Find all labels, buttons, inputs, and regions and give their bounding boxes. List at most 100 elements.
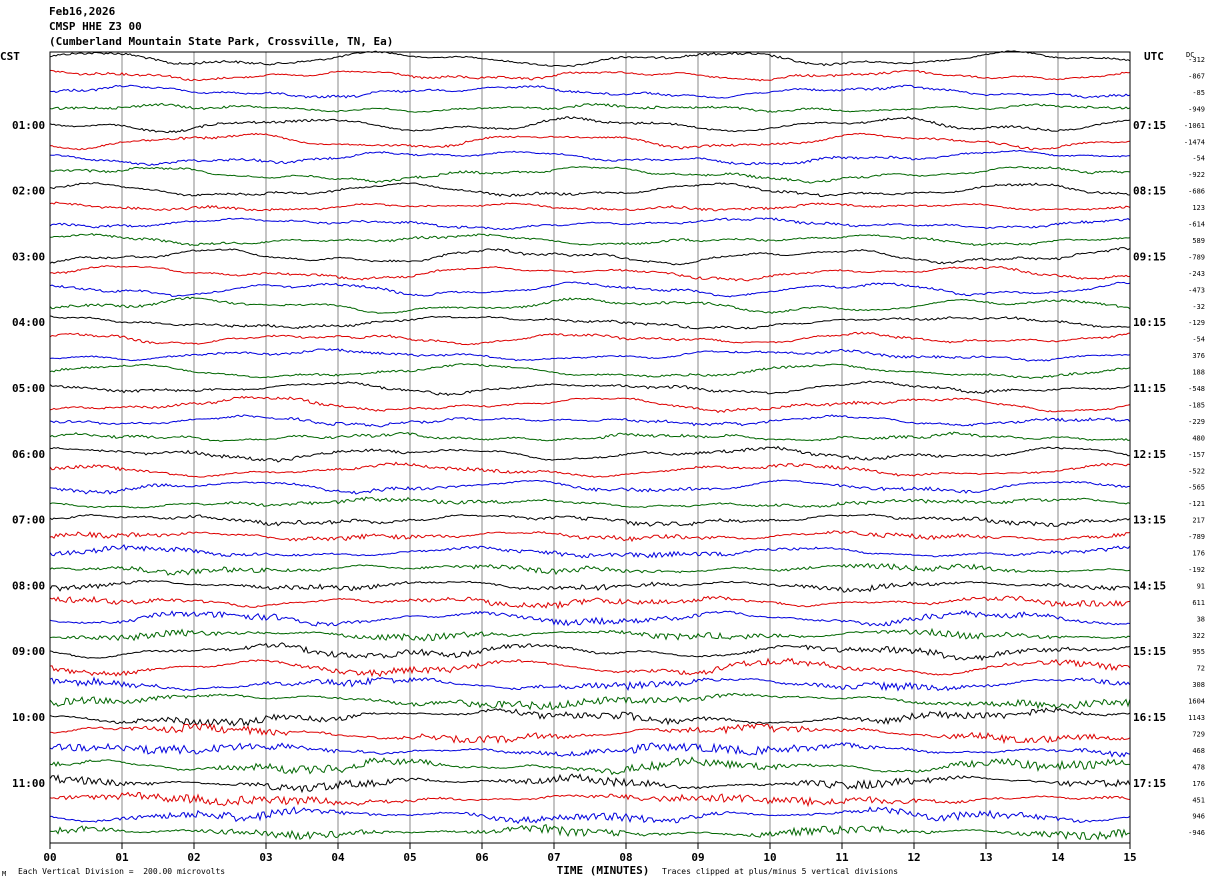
dc-offset-label: -121 [1188,500,1205,508]
trace-line [49,265,1131,282]
cst-time-label: 03:00 [12,250,45,263]
utc-time-label: 17:15 [1133,777,1166,790]
clip-note: Traces clipped at plus/minus 5 vertical … [662,867,899,876]
dc-offset-label: 1143 [1188,714,1205,722]
station-label: CMSP HHE Z3 00 [49,20,142,33]
dc-offset-label: -548 [1188,385,1205,393]
trace-line [49,281,1131,298]
dc-offset-label: 176 [1192,550,1205,558]
dc-offset-label: -312 [1188,56,1205,64]
x-tick-label: 14 [1051,851,1065,864]
cst-time-label: 10:00 [12,711,45,724]
dc-offset-label: 468 [1192,747,1205,755]
trace-line [49,84,1131,99]
trace-line [49,692,1131,711]
trace-line [49,315,1131,330]
utc-time-label: 07:15 [1133,119,1166,132]
dc-offset-label: -54 [1192,155,1205,163]
cst-time-labels: 01:00 02:00 03:00 04:00 05:00 06:00 07:00 08:00… [12,119,45,790]
dc-offset-label: -867 [1188,72,1205,80]
dc-offset-label: -946 [1188,829,1205,837]
trace-line [49,461,1131,478]
utc-time-label: 16:15 [1133,711,1166,724]
dc-offset-label: -1061 [1184,122,1205,130]
trace-line [49,609,1131,627]
x-tick-label: 10 [763,851,776,864]
trace-line [49,217,1131,231]
dc-offset-label: 729 [1192,730,1205,738]
dc-offset-label: 946 [1192,813,1205,821]
dc-offset-label: -522 [1188,467,1205,475]
dc-offset-label: -243 [1188,270,1205,278]
dc-offset-label: -157 [1188,451,1205,459]
trace-line [50,233,1131,246]
dc-offset-label: 1604 [1188,698,1205,706]
trace-line [49,116,1131,134]
dc-offset-label: -129 [1188,319,1205,327]
minute-grid [121,52,1059,843]
dc-offset-label: 123 [1192,204,1205,212]
trace-line [49,247,1131,266]
dc-offset-label: 72 [1197,665,1205,673]
dc-offset-label: 188 [1192,369,1205,377]
x-tick-label: 13 [979,851,992,864]
dc-offset-label: -789 [1188,253,1205,261]
cst-time-label: 09:00 [12,645,45,658]
cst-time-label: 02:00 [12,185,45,198]
trace-line [49,102,1131,113]
trace-line [49,132,1131,151]
dc-offset-label: -473 [1188,286,1205,294]
x-tick-label: 00 [43,851,56,864]
trace-line [49,149,1130,166]
utc-axis-label: UTC [1144,50,1164,63]
x-tick-label: 12 [907,851,920,864]
trace-line [49,595,1131,610]
dc-offset-labels: -312 -867 -85 -949 -1061 -1474 -54 -922 -686 123 -… [1184,56,1205,837]
cst-time-label: 01:00 [12,119,45,132]
x-tick-label: 07 [547,851,560,864]
x-tick-label: 01 [115,851,129,864]
trace-line [49,296,1131,315]
dc-offset-label: -789 [1188,533,1205,541]
trace-line [49,363,1131,380]
dc-offset-label: -54 [1192,336,1205,344]
x-axis-label: TIME (MINUTES) [557,864,650,877]
trace-line [49,50,1131,67]
trace-line [49,182,1131,198]
trace-line [49,657,1131,678]
dc-offset-label: -922 [1188,171,1205,179]
scale-note: Each Vertical Division = 200.00 microvol… [18,867,226,876]
dc-offset-label: -565 [1188,484,1205,492]
dc-offset-label: 451 [1192,796,1205,804]
seismic-traces [49,50,1131,841]
dc-offset-label: -85 [1192,89,1205,97]
x-tick-label: 02 [187,851,200,864]
trace-line [49,201,1131,212]
utc-time-labels: 07:15 08:15 09:15 10:15 11:15 12:15 13:15 14:15… [1133,119,1166,790]
trace-line [49,445,1131,463]
utc-time-label: 09:15 [1133,250,1166,263]
cst-time-label: 06:00 [12,448,45,461]
x-tick-label: 04 [331,851,345,864]
dc-offset-label: -192 [1188,566,1205,574]
trace-line [49,723,1131,745]
dc-offset-label: 480 [1192,434,1205,442]
dc-offset-label: -949 [1188,105,1205,113]
x-tick-label: 05 [403,851,416,864]
trace-line [49,331,1131,346]
dc-offset-label: 91 [1197,582,1205,590]
x-tick-label: 09 [691,851,704,864]
x-tick-label: 06 [475,851,489,864]
dc-offset-label: 478 [1192,763,1205,771]
dc-offset-label: 589 [1192,237,1205,245]
trace-line [49,166,1131,184]
trace-line [49,431,1131,442]
trace-line [49,707,1131,727]
trace-line [49,544,1131,559]
trace-line [49,414,1131,428]
trace-line [49,579,1131,593]
trace-line [49,627,1131,642]
trace-line [49,530,1131,543]
corner-mark: M [2,870,7,878]
